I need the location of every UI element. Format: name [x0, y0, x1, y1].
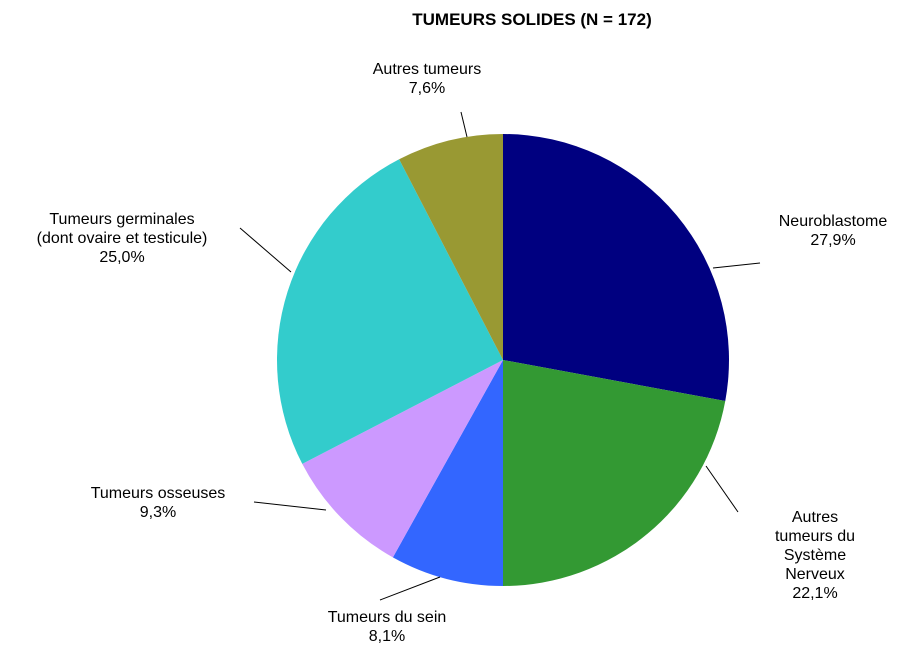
leader-line: [239, 227, 292, 273]
slice-label: Tumeurs osseuses 9,3%: [91, 484, 226, 522]
value-label: 7,6%: [408, 80, 446, 97]
pie-slice: [277, 159, 503, 464]
leader-line: [705, 465, 739, 513]
slice-label: Neuroblastome 27,9%: [779, 212, 888, 250]
leader-line: [712, 262, 761, 269]
value-label: 9,3%: [139, 504, 177, 521]
leader-line: [253, 501, 327, 511]
slice-label: Tumeurs du sein 8,1%: [328, 608, 447, 646]
category-label: Tumeurs osseuses: [90, 485, 226, 502]
slice-label: Autres tumeurs 7,6%: [373, 60, 481, 98]
category-label: Autres tumeurs: [372, 61, 482, 78]
category-label: Autres tumeurs du Système Nerveux: [774, 509, 856, 583]
value-label: 22,1%: [792, 585, 838, 602]
value-label: 25,0%: [99, 249, 145, 266]
pie-slice: [392, 360, 503, 586]
leader-line: [460, 111, 468, 138]
chart-title: TUMEURS SOLIDES (N = 172): [412, 10, 652, 29]
pie-slice: [399, 134, 503, 360]
pie-slice: [302, 360, 503, 558]
category-label: Neuroblastome: [778, 213, 888, 230]
leader-line: [379, 576, 441, 601]
value-label: 27,9%: [810, 232, 856, 249]
value-label: 8,1%: [368, 628, 406, 645]
slice-label: Autres tumeurs du Système Nerveux 22,1%: [768, 508, 862, 603]
category-label: Tumeurs germinales (dont ovaire et testi…: [36, 211, 208, 247]
pie-slice: [503, 134, 729, 401]
slice-label: Tumeurs germinales (dont ovaire et testi…: [37, 210, 208, 267]
pie-slice: [503, 360, 726, 586]
category-label: Tumeurs du sein: [327, 609, 447, 626]
